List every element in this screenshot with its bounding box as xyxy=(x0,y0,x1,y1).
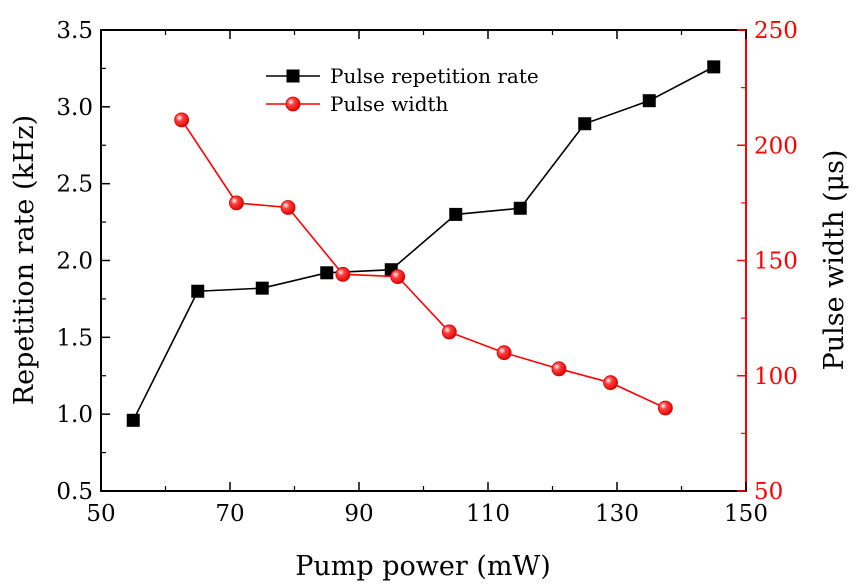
x-tick-label: 150 xyxy=(724,501,768,527)
left-y-axis-title: Repetition rate (kHz) xyxy=(9,115,40,405)
data-point xyxy=(229,195,244,211)
legend-marker xyxy=(285,96,301,112)
x-tick-label: 50 xyxy=(86,501,115,527)
left-y-tick-label: 1.5 xyxy=(56,325,93,351)
data-point xyxy=(578,117,592,131)
left-y-tick-label: 3.0 xyxy=(56,95,93,121)
data-point xyxy=(320,266,334,280)
x-tick-label: 110 xyxy=(466,501,510,527)
legend-marker xyxy=(286,69,300,83)
data-point xyxy=(255,281,269,295)
x-tick-label: 90 xyxy=(344,501,373,527)
series-line xyxy=(132,66,715,421)
x-tick-label: 70 xyxy=(215,501,244,527)
tick-labels-layer: 50 70 90 110 130 150 0.5 1.0 1.5 2.0 2.5 3.0 3.5 50 10… xyxy=(56,18,797,527)
series-pulse-width xyxy=(174,112,673,416)
right-y-tick-label: 150 xyxy=(754,249,798,275)
left-y-tick-label: 1.0 xyxy=(56,402,93,428)
right-y-tick-label: 100 xyxy=(754,364,798,390)
data-point xyxy=(551,361,567,377)
series-pulse-repetition-rate xyxy=(126,60,721,427)
x-axis-title: Pump power (mW) xyxy=(295,551,551,582)
left-y-tick-label: 2.5 xyxy=(56,172,93,198)
data-point xyxy=(707,60,721,74)
right-y-tick-label: 250 xyxy=(754,18,798,44)
data-point xyxy=(174,112,190,128)
data-point xyxy=(126,413,140,427)
data-point xyxy=(496,345,512,361)
data-point xyxy=(335,266,351,282)
right-y-tick-label: 200 xyxy=(754,133,798,159)
data-point xyxy=(441,324,457,340)
data-point xyxy=(642,94,656,108)
data-point xyxy=(449,207,463,221)
x-tick-label: 130 xyxy=(595,501,639,527)
right-y-axis-title: Pulse width (μs) xyxy=(819,150,850,371)
left-y-tick-label: 0.5 xyxy=(56,479,93,505)
ticks-layer xyxy=(100,29,747,492)
data-point xyxy=(513,201,527,215)
data-point xyxy=(280,200,296,215)
right-y-tick-label: 50 xyxy=(754,479,783,505)
left-y-tick-label: 3.5 xyxy=(56,18,93,44)
left-y-tick-label: 2.0 xyxy=(56,249,93,275)
series-line xyxy=(180,119,666,409)
legend-item: Pulse repetition rate xyxy=(266,64,539,88)
data-point xyxy=(603,375,618,391)
data-point xyxy=(191,284,205,298)
data-point xyxy=(390,269,406,285)
legend-label: Pulse width xyxy=(330,92,449,116)
legend: Pulse repetition rate Pulse width xyxy=(266,64,539,116)
series-layer xyxy=(126,60,721,427)
data-point xyxy=(657,400,673,416)
legend-label: Pulse repetition rate xyxy=(330,64,539,88)
legend-item: Pulse width xyxy=(266,92,449,116)
